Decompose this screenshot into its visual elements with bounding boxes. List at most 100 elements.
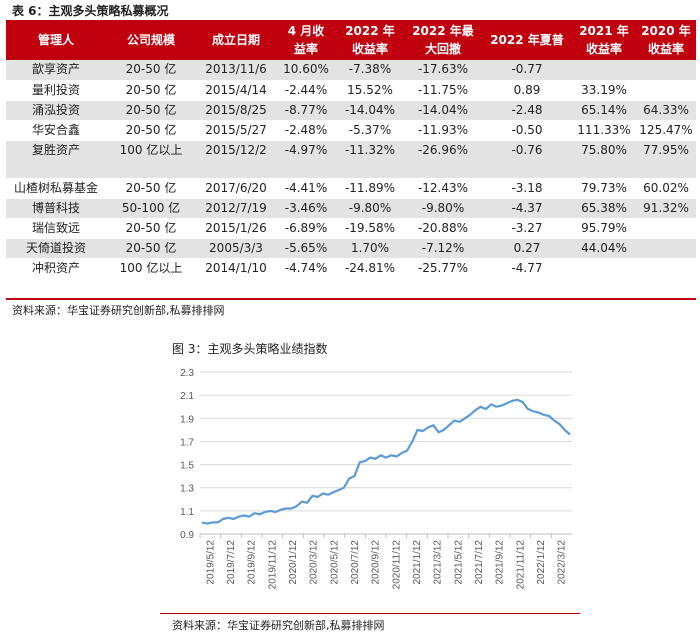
table-cell: 20-50 亿 (106, 178, 196, 199)
column-header: 公司规模 (106, 20, 196, 60)
column-header: 2022 年收益率 (336, 20, 404, 60)
column-header: 2021 年收益率 (572, 20, 636, 60)
table-cell (636, 218, 696, 239)
table-cell: -9.80% (336, 198, 404, 219)
table-cell: 2015/12/2 (196, 140, 276, 179)
table-cell: 64.33% (636, 100, 696, 121)
manager-name-cell: 冲积资产 (6, 258, 106, 297)
table-cell: 2012/7/19 (196, 198, 276, 219)
column-header-line: 成立日期 (211, 33, 260, 47)
table-cell: -24.81% (336, 258, 404, 297)
table-cell (636, 258, 696, 297)
chart-source: 资料来源：华宝证券研究创新部,私募排排网 (172, 619, 385, 632)
manager-name-cell: 歆享资产 (6, 60, 106, 81)
table-cell (636, 238, 696, 259)
table-cell: 91.32% (636, 198, 696, 219)
chart-title: 图 3：主观多头策略业绩指数 (172, 342, 328, 356)
table-row: 涌泓投资 20-50 亿 2015/8/25 -8.77% -14.04% -14.04%… (6, 100, 696, 121)
table-cell: 125.47% (636, 120, 696, 141)
table-cell: -4.41% (276, 178, 336, 199)
table-cell: 75.80% (572, 140, 636, 179)
column-header: 2022 年最 大回撤 (404, 20, 482, 60)
table-source: 资料来源：华宝证券研究创新部,私募排排网 (12, 304, 225, 317)
table-bottom-rule (6, 298, 696, 300)
table-cell: 0.27 (482, 238, 572, 259)
column-header-line: 收益率 (585, 42, 622, 56)
table-cell: -2.44% (276, 80, 336, 101)
x-tick-label: 2021/3/12 (433, 540, 444, 585)
x-tick-label: 2020/7/12 (350, 540, 361, 585)
table-cell: -2.48% (276, 120, 336, 141)
table-cell: -3.27 (482, 218, 572, 239)
manager-name-cell: 复胜资产 (6, 140, 106, 179)
table-row: 博普科技 50-100 亿 2012/7/19 -3.46% -9.80% -9.80% -… (6, 198, 696, 219)
y-tick-label: 1.9 (180, 414, 194, 425)
column-header-line: 2020 年 (641, 24, 691, 38)
column-header: 管理人 (6, 20, 106, 60)
table-cell: 100 亿以上 (106, 258, 196, 297)
x-tick-label: 2021/1/12 (412, 540, 423, 585)
column-header: 2020 年收益率 (636, 20, 696, 60)
table-cell: -11.32% (336, 140, 404, 179)
table-row: 冲积资产 100 亿以上 2014/1/10 -4.74% -24.81% -25.77%… (6, 258, 696, 297)
table-cell: -14.04% (404, 100, 482, 121)
table-cell: -14.04% (336, 100, 404, 121)
y-tick-label: 1.5 (180, 461, 194, 472)
table-row: 复胜资产 100 亿以上 2015/12/2 -4.97% -11.32% -26.96%… (6, 140, 696, 179)
x-tick-label: 2019/11/12 (267, 540, 278, 590)
column-header-line: 2021 年 (579, 24, 629, 38)
table-cell: 1.70% (336, 238, 404, 259)
table-cell: 60.02% (636, 178, 696, 199)
table-cell: 2015/5/27 (196, 120, 276, 141)
manager-name-cell: 华安合鑫 (6, 120, 106, 141)
table-cell (636, 80, 696, 101)
table-cell: 95.79% (572, 218, 636, 239)
column-header-line: 管理人 (37, 33, 74, 47)
table-cell: -25.77% (404, 258, 482, 297)
x-tick-label: 2021/11/12 (515, 540, 526, 590)
x-tick-label: 2019/7/12 (226, 540, 237, 585)
x-tick-label: 2019/5/12 (205, 540, 216, 585)
column-header-line: 大回撤 (424, 42, 461, 56)
table-cell: -5.65% (276, 238, 336, 259)
column-header: 4 月收 益率 (276, 20, 336, 60)
table-cell: 0.89 (482, 80, 572, 101)
x-tick-label: 2020/1/12 (288, 540, 299, 585)
column-header-line: 收益率 (647, 42, 684, 56)
table-row: 量利投资 20-50 亿 2015/4/14 -2.44% 15.52% -11.75% 0… (6, 80, 696, 101)
manager-name-cell: 量利投资 (6, 80, 106, 101)
column-header: 成立日期 (196, 20, 276, 60)
y-tick-label: 1.1 (180, 507, 194, 518)
table-row: 歆享资产 20-50 亿 2013/11/6 10.60% -7.38% -17.63% -… (6, 60, 696, 81)
table-cell: 77.95% (636, 140, 696, 179)
table-cell: 2013/11/6 (196, 60, 276, 81)
table-cell: 20-50 亿 (106, 120, 196, 141)
table-header-row: 管理人 公司规模 成立日期 4 月收 益率 2022 年收益率 2022 年最 大回撤 2022… (6, 20, 696, 60)
table-row: 天倚道投资 20-50 亿 2005/3/3 -5.65% 1.70% -7.12% 0.2… (6, 238, 696, 259)
y-tick-label: 0.9 (180, 530, 194, 541)
x-tick-label: 2020/9/12 (371, 540, 382, 585)
table-cell: -4.77 (482, 258, 572, 297)
table-cell: 20-50 亿 (106, 60, 196, 81)
table-row: 山楂树私募基金 20-50 亿 2017/6/20 -4.41% -11.89% -12.… (6, 178, 696, 199)
manager-name-cell: 天倚道投资 (6, 238, 106, 259)
y-tick-label: 1.3 (180, 484, 194, 495)
manager-name-cell: 涌泓投资 (6, 100, 106, 121)
table-cell: -19.58% (336, 218, 404, 239)
table-cell: 15.52% (336, 80, 404, 101)
table-cell: 50-100 亿 (106, 198, 196, 219)
table-cell: 44.04% (572, 238, 636, 259)
table-cell: 65.38% (572, 198, 636, 219)
table-cell: 100 亿以上 (106, 140, 196, 179)
table-cell: -3.46% (276, 198, 336, 219)
table-cell: 2015/8/25 (196, 100, 276, 121)
column-header: 2022 年夏普 (482, 20, 572, 60)
x-tick-label: 2021/9/12 (495, 540, 506, 585)
table-cell: -12.43% (404, 178, 482, 199)
table-cell: -3.18 (482, 178, 572, 199)
table-cell: -7.38% (336, 60, 404, 81)
x-tick-label: 2020/5/12 (329, 540, 340, 585)
x-tick-label: 2022/3/12 (557, 540, 568, 585)
table-cell: -5.37% (336, 120, 404, 141)
y-tick-label: 2.3 (180, 368, 194, 379)
